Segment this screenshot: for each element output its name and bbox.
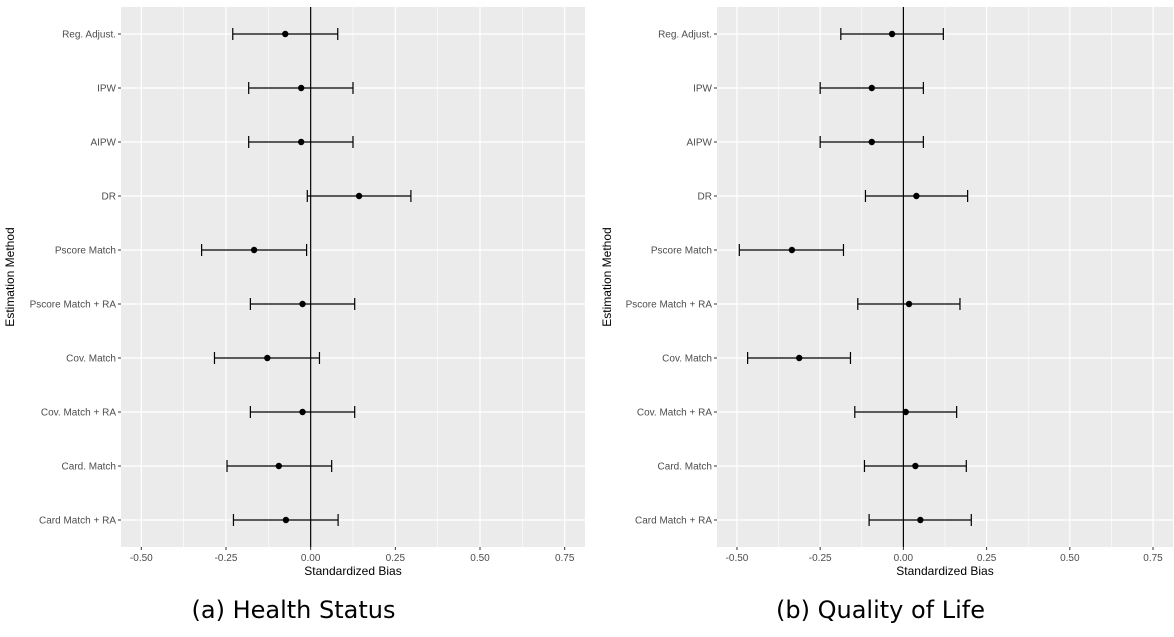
- point-estimate: [355, 192, 363, 200]
- y-tick-label: AIPW: [686, 138, 712, 149]
- y-tick-label: Pscore Match + RA: [30, 300, 117, 311]
- x-axis-title: Standardized Bias: [304, 564, 401, 578]
- y-tick-label: Pscore Match: [55, 246, 116, 257]
- y-tick-label: Card. Match: [658, 462, 712, 473]
- point-estimate: [913, 192, 920, 200]
- y-tick-label: Pscore Match: [651, 246, 712, 257]
- y-tick-label: IPW: [97, 84, 116, 95]
- x-axis-title: Standardized Bias: [896, 564, 993, 578]
- point-estimate: [297, 138, 305, 146]
- y-tick-label: Card. Match: [62, 462, 116, 473]
- panel-a: Reg. Adjust. IPW AIPW DR Pscore Match Pscore …: [3, 7, 585, 578]
- point-estimate: [868, 138, 875, 146]
- y-tick-label: Card Match + RA: [635, 516, 712, 527]
- y-tick-label: Reg. Adjust.: [62, 30, 116, 41]
- point-estimate: [299, 300, 306, 308]
- x-tick-label: -0.25: [215, 553, 238, 564]
- point-estimate: [299, 408, 306, 416]
- point-estimate: [868, 84, 875, 92]
- y-tick-label: Pscore Match + RA: [626, 300, 713, 311]
- point-estimate: [917, 516, 924, 524]
- y-tick-label: IPW: [693, 84, 712, 95]
- y-tick-label: Cov. Match: [662, 354, 712, 365]
- point-estimate: [282, 516, 290, 524]
- x-tick-label: 0.50: [470, 553, 490, 564]
- y-axis-title: Estimation Method: [600, 227, 614, 326]
- point-estimate: [275, 462, 283, 470]
- x-tick-label: 0.00: [894, 553, 914, 564]
- point-estimate: [796, 354, 803, 362]
- y-tick-label: DR: [698, 192, 712, 203]
- x-tick-label: 0.50: [1060, 553, 1080, 564]
- x-tick-label: 0.00: [301, 553, 321, 564]
- x-tick-label: -0.50: [130, 553, 153, 564]
- y-tick-label: Cov. Match: [66, 354, 116, 365]
- y-tick-label: Reg. Adjust.: [658, 30, 712, 41]
- x-tick-label: 0.25: [386, 553, 406, 564]
- x-tick-label: 0.75: [1143, 553, 1163, 564]
- y-tick-label: Cov. Match + RA: [41, 408, 116, 419]
- y-tick-label: Card Match + RA: [39, 516, 116, 527]
- point-estimate: [264, 354, 271, 362]
- point-estimate: [888, 30, 896, 38]
- y-axis-title: Estimation Method: [3, 227, 17, 326]
- point-estimate: [788, 246, 796, 254]
- x-tick-label: 0.25: [977, 553, 997, 564]
- y-tick-label: AIPW: [90, 138, 116, 149]
- caption-quality-of-life: (b) Quality of Life: [776, 596, 985, 624]
- point-estimate: [297, 84, 305, 92]
- x-tick-label: -0.50: [726, 553, 749, 564]
- y-tick-label: DR: [102, 192, 116, 203]
- point-estimate: [902, 408, 909, 416]
- x-tick-label: -0.25: [809, 553, 832, 564]
- y-tick-label: Cov. Match + RA: [637, 408, 712, 419]
- point-estimate: [250, 246, 258, 254]
- caption-health-status: (a) Health Status: [191, 596, 396, 624]
- point-estimate: [282, 30, 289, 38]
- point-estimate: [905, 300, 913, 308]
- x-tick-label: 0.75: [555, 553, 575, 564]
- point-estimate: [912, 462, 919, 470]
- panel-b: Reg. Adjust. IPW AIPW DR Pscore Match Pscore …: [600, 7, 1173, 578]
